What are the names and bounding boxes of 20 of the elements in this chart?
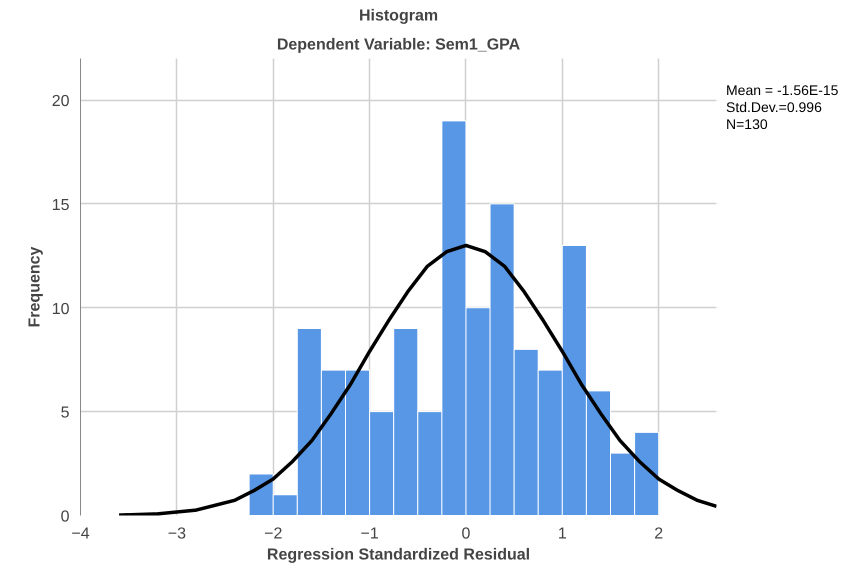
- y-axis-title: Frequency: [26, 246, 44, 328]
- y-tick-label: 5: [60, 404, 70, 422]
- text: Std.Dev.=0.996: [726, 99, 823, 116]
- chart-subtitle: Dependent Variable: Sem1_GPA: [276, 36, 521, 54]
- chart-title: Histogram: [358, 8, 438, 24]
- y-tick-label: 0: [60, 508, 70, 526]
- text: N=130: [726, 116, 769, 133]
- x-tick-label: 2: [654, 526, 664, 542]
- line-series: [117, 244, 716, 516]
- y-tick-label: 10: [52, 300, 70, 318]
- x-tick-label: 0: [462, 526, 471, 542]
- x-tick-label: −3: [168, 526, 186, 542]
- y-tick-label: 20: [52, 93, 70, 110]
- x-axis-title: Regression Standardized Residual: [266, 546, 530, 564]
- x-tick-label: −4: [71, 526, 90, 542]
- y-tick-label: 15: [52, 196, 70, 214]
- text: Mean = -1.56E-15: [726, 82, 838, 99]
- x-tick-label: −2: [264, 526, 282, 542]
- x-tick-label: −1: [360, 526, 379, 542]
- x-tick-label: 1: [558, 526, 567, 542]
